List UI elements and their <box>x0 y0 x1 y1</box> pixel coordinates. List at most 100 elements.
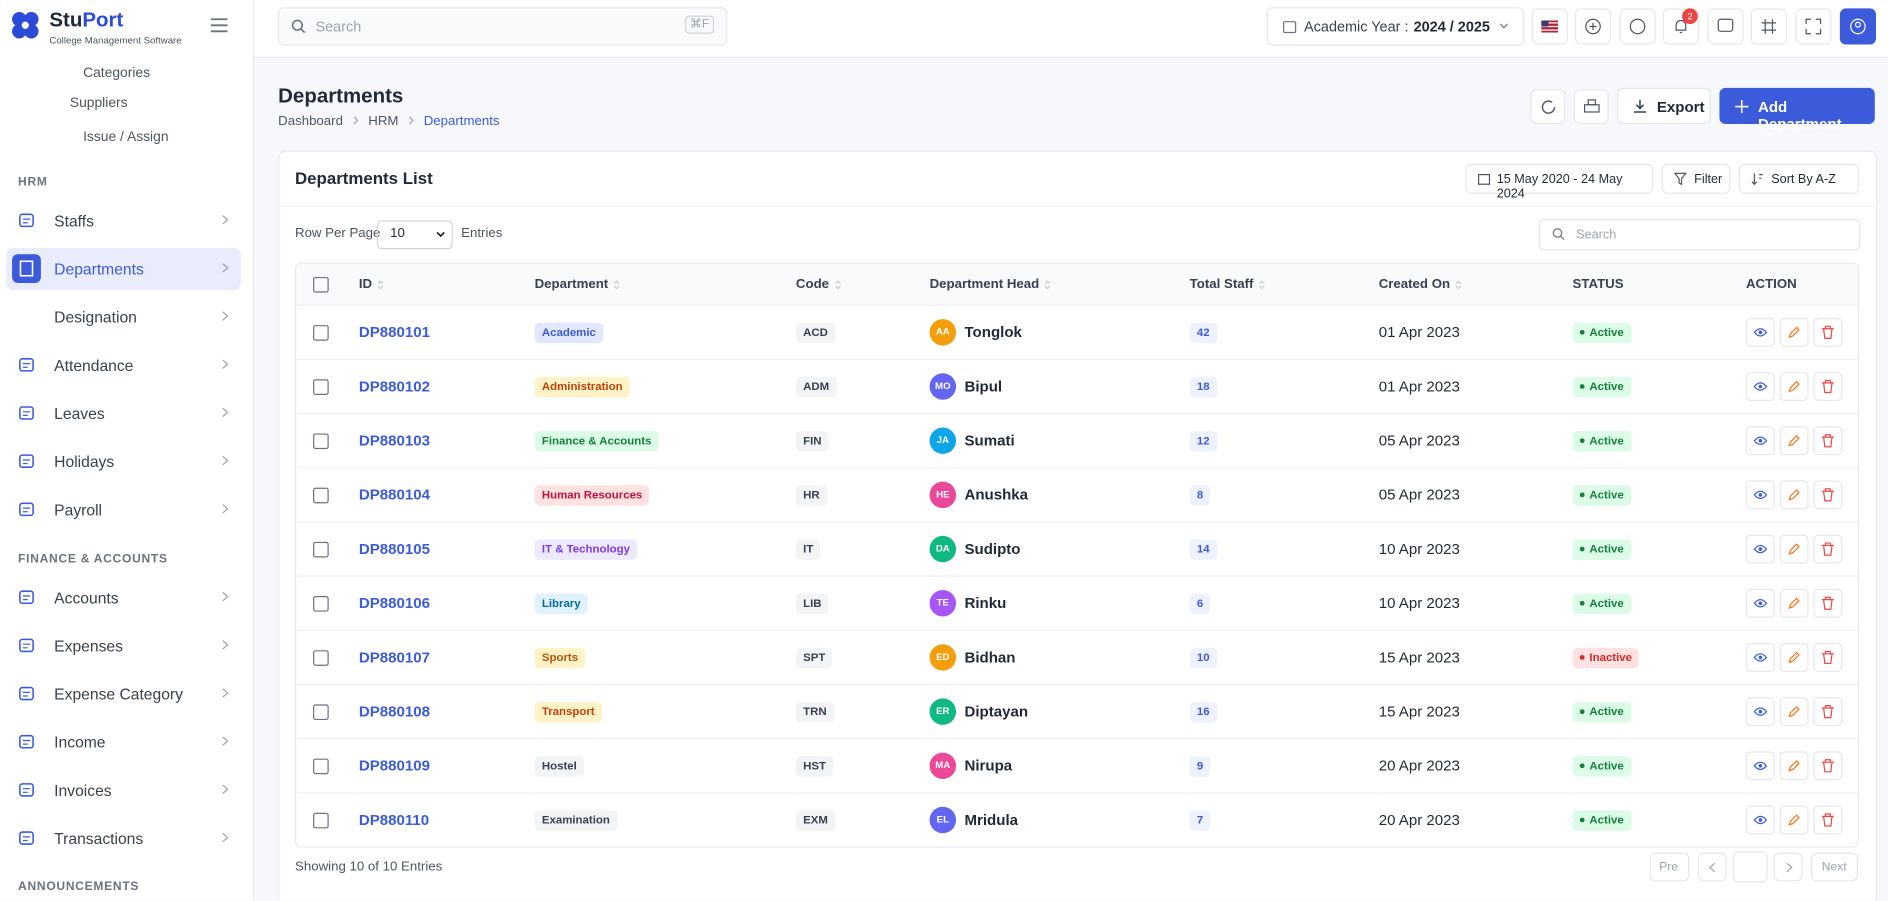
view-button[interactable] <box>1745 534 1775 564</box>
edit-button[interactable] <box>1779 805 1809 835</box>
refresh-button[interactable] <box>1530 89 1566 125</box>
nav-item[interactable]: Holidays <box>6 441 241 483</box>
edit-icon <box>1788 651 1800 664</box>
edit-button[interactable] <box>1779 480 1809 510</box>
language[interactable] <box>1531 8 1568 45</box>
department-id[interactable]: DP880102 <box>358 378 430 395</box>
view-button[interactable] <box>1745 751 1775 781</box>
delete-button[interactable] <box>1813 751 1843 781</box>
view-button[interactable] <box>1745 642 1775 672</box>
nav-item[interactable]: Income <box>6 721 241 763</box>
date-range[interactable]: 15 May 2020 - 24 May 2024 <box>1465 163 1654 201</box>
delete-button[interactable] <box>1813 697 1843 727</box>
view-button[interactable] <box>1745 480 1775 510</box>
edit-button[interactable] <box>1779 372 1809 401</box>
checkbox[interactable] <box>313 596 329 612</box>
checkbox[interactable] <box>313 433 329 450</box>
nav-item[interactable]: Accounts <box>6 577 241 619</box>
department-id[interactable]: DP880103 <box>358 432 430 450</box>
department-id[interactable]: DP880104 <box>358 486 430 504</box>
head-name: Sudipto <box>964 540 1021 558</box>
department-id[interactable]: DP880101 <box>358 323 430 341</box>
edit-button[interactable] <box>1779 642 1809 672</box>
delete-button[interactable] <box>1813 372 1843 401</box>
edit-button[interactable] <box>1779 697 1809 727</box>
department-id[interactable]: DP880105 <box>358 540 430 558</box>
edit-button[interactable] <box>1779 317 1809 347</box>
nav-item[interactable]: Departments <box>6 248 241 291</box>
checkbox[interactable] <box>313 487 329 504</box>
prev-arrow[interactable] <box>1697 852 1727 882</box>
checkbox[interactable] <box>313 379 329 396</box>
profile[interactable] <box>1839 8 1876 45</box>
theme-button[interactable] <box>1619 8 1656 45</box>
edit-button[interactable] <box>1779 534 1809 564</box>
view-button[interactable] <box>1745 372 1775 401</box>
prev-button[interactable]: Pre <box>1649 852 1690 882</box>
delete-button[interactable] <box>1813 480 1843 510</box>
nav-icon <box>19 213 34 228</box>
export-button[interactable]: Export <box>1617 87 1712 125</box>
search-box[interactable]: Search ⌘F <box>278 7 728 46</box>
crumb: Departments <box>423 114 500 129</box>
nav-icon <box>19 831 34 845</box>
delete-button[interactable] <box>1813 805 1843 835</box>
department-id[interactable]: DP880108 <box>358 703 430 721</box>
messages[interactable] <box>1707 8 1744 45</box>
notifications[interactable]: 2 <box>1662 8 1699 45</box>
view-button[interactable] <box>1745 588 1775 618</box>
department-badge: Sports <box>534 647 586 668</box>
nav-item[interactable]: Expense Category <box>6 673 241 715</box>
edit-button[interactable] <box>1779 751 1809 781</box>
fullscreen[interactable] <box>1795 8 1832 45</box>
checkbox[interactable] <box>313 704 329 721</box>
apps[interactable] <box>1750 8 1787 45</box>
created-date: 01 Apr 2023 <box>1378 323 1460 341</box>
nav-item[interactable]: Transactions <box>6 818 241 860</box>
sort-button[interactable]: Sort By A-Z <box>1738 163 1860 194</box>
table-search[interactable]: Search <box>1538 219 1861 251</box>
checkbox[interactable] <box>313 758 329 775</box>
delete-button[interactable] <box>1813 534 1843 564</box>
academic-year[interactable]: Academic Year : 2024 / 2025 <box>1266 7 1525 46</box>
checkbox[interactable] <box>313 325 329 341</box>
delete-button[interactable] <box>1813 588 1843 618</box>
chevron <box>222 784 229 794</box>
add-button[interactable] <box>1574 8 1612 45</box>
view-button[interactable] <box>1745 805 1775 835</box>
checkbox[interactable] <box>313 542 329 558</box>
delete-button[interactable] <box>1813 642 1843 672</box>
checkbox[interactable] <box>313 276 329 292</box>
view-button[interactable] <box>1745 697 1775 727</box>
edit-button[interactable] <box>1779 426 1809 456</box>
created-cell: 05 Apr 2023 <box>1378 467 1573 522</box>
department-id[interactable]: DP880109 <box>358 757 430 775</box>
print-button[interactable] <box>1573 89 1609 125</box>
checkbox[interactable] <box>313 812 329 829</box>
nav-item[interactable]: Designation <box>6 296 241 338</box>
nav-item[interactable]: Payroll <box>6 489 241 531</box>
department-id[interactable]: DP880107 <box>358 649 430 666</box>
select-all[interactable] <box>296 263 359 306</box>
department-id[interactable]: DP880110 <box>358 811 430 829</box>
department-id[interactable]: DP880106 <box>358 594 430 612</box>
filter-button[interactable]: Filter <box>1661 163 1731 194</box>
nav-icon <box>19 686 34 701</box>
nav-item[interactable]: Invoices <box>6 769 241 811</box>
checkbox[interactable] <box>313 650 329 667</box>
page-box[interactable] <box>1732 851 1768 883</box>
menu-toggle[interactable] <box>210 18 228 33</box>
view-button[interactable] <box>1745 426 1775 456</box>
nav-item[interactable]: Expenses <box>6 625 241 667</box>
nav-item[interactable]: Attendance <box>6 344 241 386</box>
edit-button[interactable] <box>1779 588 1809 618</box>
delete-button[interactable] <box>1813 426 1843 456</box>
next-arrow[interactable] <box>1773 852 1803 882</box>
rows-select[interactable]: 10 <box>376 220 453 250</box>
delete-button[interactable] <box>1813 317 1843 347</box>
next-button[interactable]: Next <box>1810 852 1858 882</box>
view-button[interactable] <box>1745 317 1775 347</box>
add-department-button[interactable]: Add Department <box>1719 87 1875 132</box>
nav-item[interactable]: Staffs <box>6 200 241 242</box>
nav-item[interactable]: Leaves <box>6 393 241 435</box>
